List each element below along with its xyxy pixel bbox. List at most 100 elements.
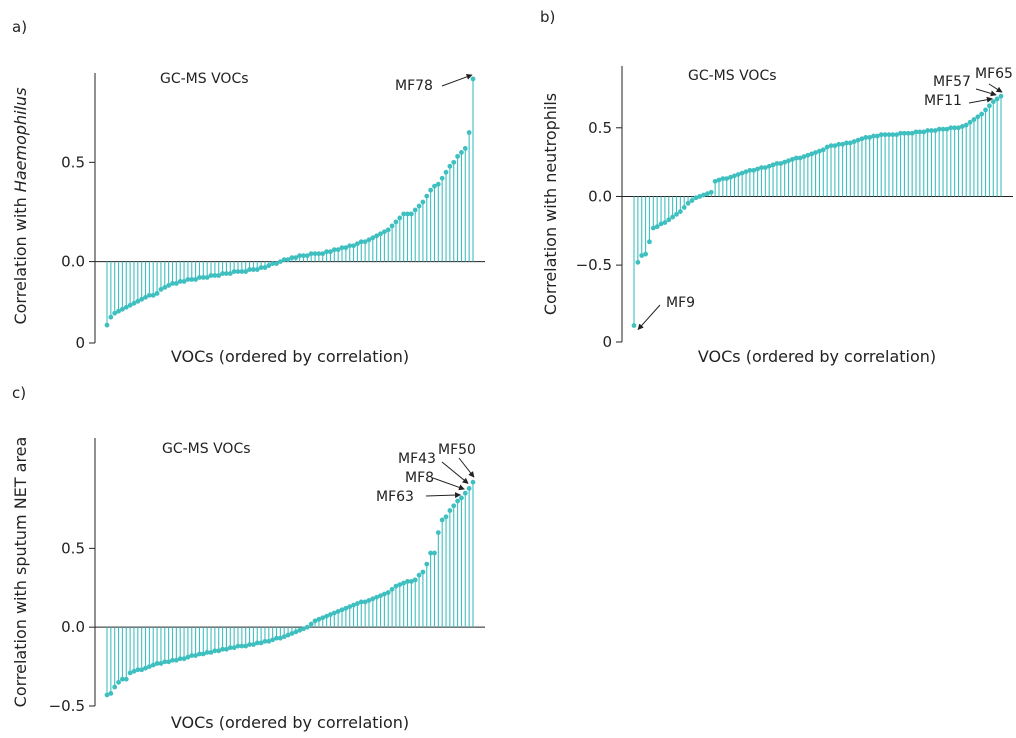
panel-2-point	[820, 147, 826, 153]
panel-1-point	[258, 265, 264, 270]
panel-2-point	[913, 129, 919, 135]
panel-2-point	[666, 217, 672, 223]
panel-1-point	[177, 279, 183, 284]
panel-3-point	[385, 590, 391, 595]
panel-3-point	[370, 596, 376, 602]
panel-1-point	[197, 275, 202, 280]
panel-2-point	[631, 323, 637, 328]
panel-3-point	[139, 667, 145, 673]
panel-3-point	[123, 676, 129, 682]
panel-1-point	[266, 263, 272, 268]
panel-1-point	[405, 211, 410, 217]
panel-1-y-tick-label: 0	[75, 334, 85, 352]
panel-1-point	[393, 219, 399, 225]
panel-3-point	[343, 605, 349, 611]
panel-2-point	[809, 151, 815, 157]
panel-1-y-axis-title: Correlation with Haemophilus	[11, 87, 30, 324]
panel-1-point	[243, 269, 249, 274]
panel-3-point	[127, 670, 133, 676]
panel-2-annotation-mf9: MF9	[666, 295, 695, 311]
panel-1-point	[328, 249, 333, 255]
panel-3-point	[324, 613, 329, 619]
panel-3-point	[416, 572, 422, 578]
panel-1-point	[181, 279, 187, 284]
panel-3-annotation-arrow	[458, 457, 475, 478]
panel-3-point	[262, 638, 268, 644]
panel-3-point	[408, 579, 414, 584]
panel-3-point	[281, 634, 287, 640]
panel-2-annotation-mf65: MF65	[975, 66, 1013, 82]
panel-2-point	[898, 130, 903, 136]
panel-3-y-tick-label: 0.0	[61, 618, 85, 636]
panel-2-point	[793, 155, 799, 161]
panel-2-point	[639, 253, 645, 258]
panel-3-point	[358, 599, 364, 605]
panel-3-point	[208, 650, 214, 655]
panel-1-point	[339, 245, 345, 251]
panel-1-point	[412, 207, 418, 213]
panel-1-point	[227, 271, 233, 276]
panel-2-point	[647, 239, 652, 245]
panel-3-point	[393, 583, 399, 589]
panel-3-point	[239, 643, 245, 649]
panel-3-point	[166, 659, 172, 665]
panel-3-point	[362, 599, 368, 605]
panel-2-point	[990, 99, 996, 105]
panel-2-letter: b)	[540, 8, 555, 26]
panel-2-point	[670, 214, 676, 220]
panel-3-point	[274, 635, 279, 641]
panel-2-annotation-mf11: MF11	[924, 93, 962, 109]
panel-3-point	[374, 594, 380, 600]
panel-2-point	[774, 161, 780, 166]
panel-2-point	[813, 150, 818, 155]
panel-1-point	[127, 302, 133, 308]
panel-3-point	[397, 582, 403, 588]
panel-1-point	[462, 146, 468, 151]
panel-1-point	[158, 286, 164, 292]
panel-2-point	[844, 140, 849, 146]
panel-1-point	[262, 265, 268, 270]
panel-2-point	[975, 114, 981, 120]
panel-2-point	[963, 122, 969, 128]
panel-1-point	[170, 281, 175, 286]
panel-2-y-tick-label: 0.0	[588, 187, 612, 205]
panel-1-point	[185, 277, 191, 282]
panel-1-point	[108, 314, 114, 320]
panel-2-inset-label: GC-MS VOCs	[688, 68, 777, 84]
panel-2-point	[720, 176, 726, 181]
panel-2-point	[925, 128, 930, 133]
panel-3-x-axis-title: VOCs (ordered by correlation)	[171, 713, 409, 732]
panel-3-point	[135, 667, 141, 673]
panel-3-point	[297, 627, 303, 633]
panel-3-point	[193, 653, 199, 658]
panel-3-point	[181, 656, 187, 662]
panel-2-point	[936, 126, 942, 132]
panel-2-point	[917, 129, 923, 135]
panel-1-point	[173, 281, 179, 286]
panel-3-point	[455, 498, 460, 504]
panel-2-point	[801, 154, 807, 160]
panel-3-point	[162, 659, 168, 665]
panel-3-point	[143, 665, 148, 671]
panel-2-annotation-arrow	[968, 96, 993, 104]
panel-2-point	[932, 128, 938, 133]
panel-1-point	[331, 247, 337, 253]
panel-3-point	[173, 657, 179, 663]
panel-2-point	[797, 155, 803, 161]
panel-3-point	[293, 629, 299, 635]
panel-2-point	[681, 205, 687, 210]
panel-1-point	[378, 231, 383, 237]
panel-3-point	[108, 690, 114, 696]
panel-3-point	[378, 593, 383, 599]
panel-3-point	[412, 577, 418, 583]
panel-2-point	[824, 144, 830, 150]
panel-3-annotation-arrow	[425, 492, 462, 499]
panel-2-y-axis-title: Correlation with neutrophils	[541, 93, 560, 315]
panel-2-point	[847, 140, 853, 146]
panel-1-point	[123, 304, 129, 310]
panel-1-point	[281, 257, 287, 263]
panel-3-point	[251, 642, 256, 647]
panel-3-point	[285, 632, 291, 638]
panel-1-point	[231, 269, 237, 274]
panel-2-point	[693, 195, 699, 201]
